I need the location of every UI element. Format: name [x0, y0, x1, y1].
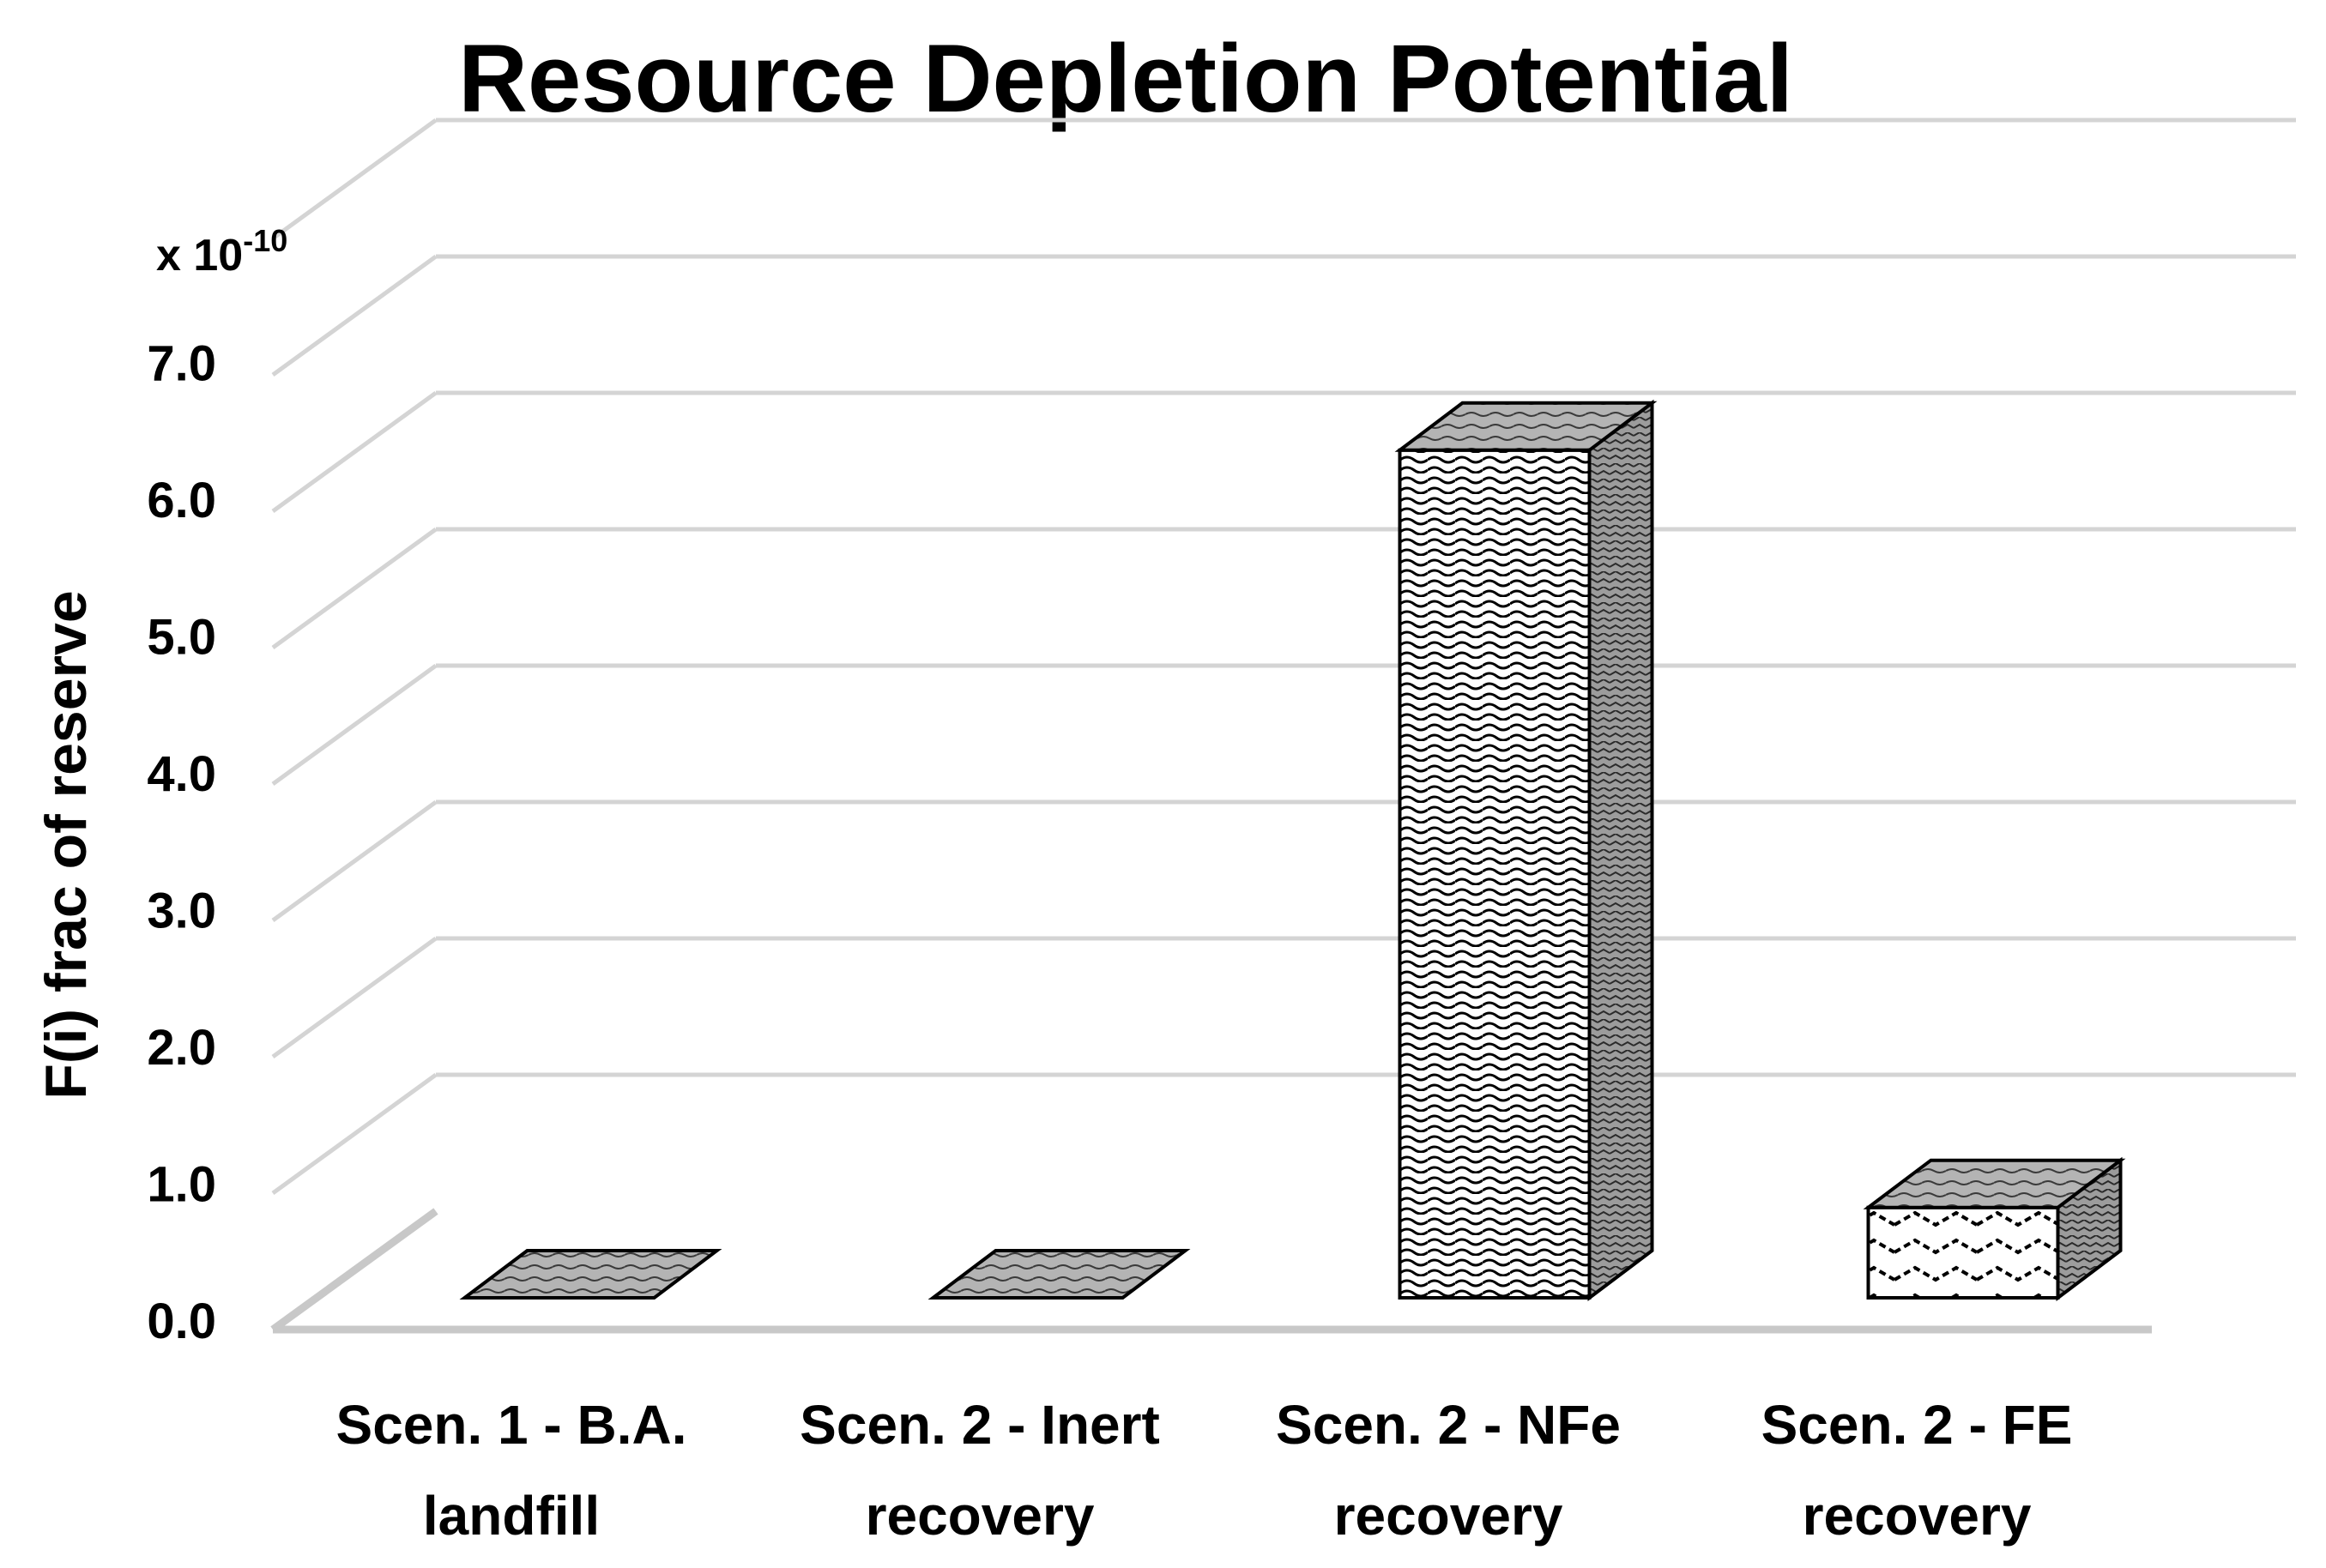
bar-top [1863, 1158, 2126, 1209]
category-label-line1: Scen. 2 - FE [1761, 1394, 2073, 1456]
chart-title: Resource Depletion Potential [458, 25, 1793, 132]
category-label-line1: Scen. 1 - B.A. [336, 1394, 687, 1456]
y-tick-label: 0.0 [147, 1294, 216, 1349]
bar [1394, 399, 1658, 1302]
bar-top [927, 1249, 1191, 1300]
gridline-depth [271, 663, 438, 787]
category-label-line2: recovery [866, 1485, 1095, 1547]
category-label-line2: landfill [423, 1485, 600, 1547]
gridline-depth [271, 936, 438, 1059]
bar-front [1398, 448, 1592, 1300]
category-label-line2: recovery [1334, 1485, 1563, 1547]
y-axis-label: F(i) frac of reserve [33, 590, 99, 1099]
floor-depth-edge [270, 1208, 438, 1333]
y-axis-multiplier: x 10-10 [156, 223, 287, 280]
gridline-depth [271, 118, 438, 241]
gridline-depth [271, 799, 438, 923]
bar-side [1587, 399, 1654, 1302]
y-tick-label: 5.0 [147, 610, 216, 666]
category-label-line2: recovery [1803, 1485, 2032, 1547]
y-axis-ticks: 0.0 1.0 2.0 3.0 4.0 5.0 6.0 7.0 [147, 336, 216, 1350]
category-label-line1: Scen. 2 - NFe [1276, 1394, 1621, 1456]
y-tick-label: 2.0 [147, 1020, 216, 1076]
y-tick-label: 4.0 [147, 746, 216, 802]
gridline-depth [271, 527, 438, 650]
y-tick-label: 3.0 [147, 884, 216, 939]
gridlines [270, 118, 2296, 1334]
bar [927, 1249, 1191, 1300]
y-tick-label: 1.0 [147, 1157, 216, 1213]
bar [1863, 1156, 2126, 1302]
y-tick-label: 7.0 [147, 336, 216, 392]
x-axis-categories: Scen. 1 - B.A. landfill Scen. 2 - Inert rec… [336, 1394, 2073, 1547]
bar-top [1394, 401, 1658, 452]
bars [459, 399, 2126, 1302]
y-tick-label: 6.0 [147, 473, 216, 528]
bar-front [1866, 1205, 2060, 1300]
bar-top [459, 1249, 722, 1300]
gridline-depth [271, 1072, 438, 1196]
gridline-depth [271, 390, 438, 514]
y-axis-multiplier-exponent: -10 [243, 223, 287, 258]
gridline-depth [271, 254, 438, 377]
category-label-line1: Scen. 2 - Inert [800, 1394, 1160, 1456]
bar [459, 1249, 722, 1300]
y-axis-multiplier-base: x 10 [156, 231, 243, 280]
